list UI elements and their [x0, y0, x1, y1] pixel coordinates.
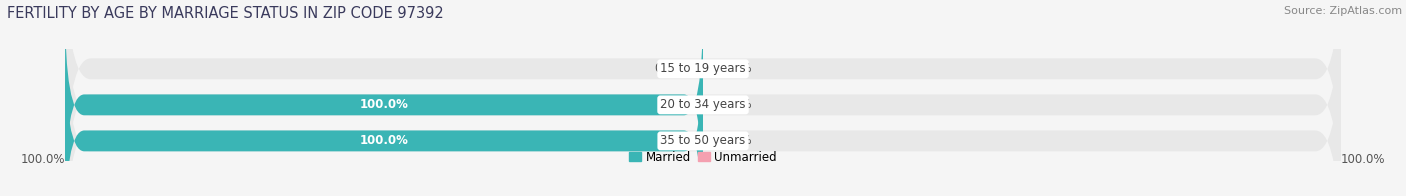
FancyBboxPatch shape [65, 43, 703, 196]
FancyBboxPatch shape [65, 0, 1341, 196]
Text: 20 to 34 years: 20 to 34 years [661, 98, 745, 111]
Text: 100.0%: 100.0% [360, 98, 409, 111]
Text: 100.0%: 100.0% [360, 134, 409, 147]
Text: 0.0%: 0.0% [723, 98, 752, 111]
Text: 0.0%: 0.0% [654, 62, 683, 75]
FancyBboxPatch shape [65, 7, 703, 196]
Legend: Married, Unmarried: Married, Unmarried [624, 146, 782, 168]
Text: FERTILITY BY AGE BY MARRIAGE STATUS IN ZIP CODE 97392: FERTILITY BY AGE BY MARRIAGE STATUS IN Z… [7, 6, 444, 21]
Text: 0.0%: 0.0% [723, 134, 752, 147]
Text: 0.0%: 0.0% [723, 62, 752, 75]
Text: 15 to 19 years: 15 to 19 years [661, 62, 745, 75]
FancyBboxPatch shape [65, 0, 1341, 196]
Text: 100.0%: 100.0% [21, 153, 65, 166]
Text: Source: ZipAtlas.com: Source: ZipAtlas.com [1284, 6, 1402, 16]
Text: 100.0%: 100.0% [1341, 153, 1385, 166]
Text: 35 to 50 years: 35 to 50 years [661, 134, 745, 147]
FancyBboxPatch shape [65, 7, 1341, 196]
